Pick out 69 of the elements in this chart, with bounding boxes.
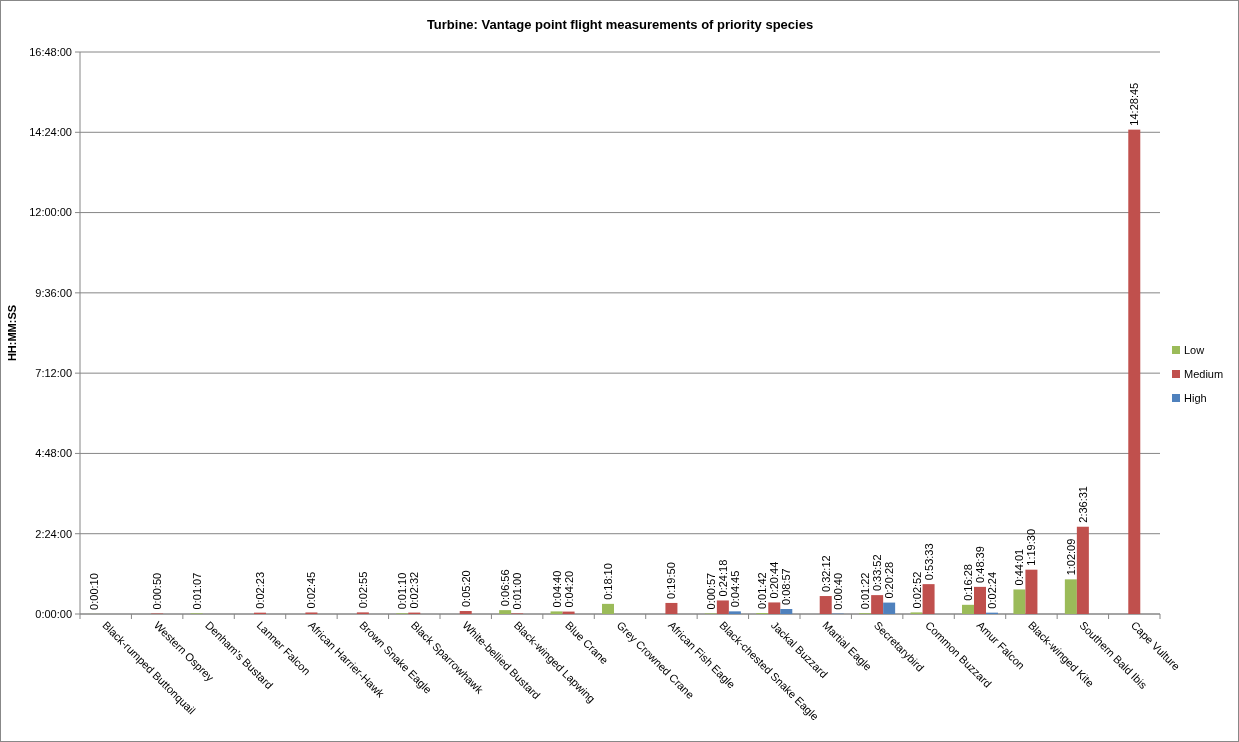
data-label: 0:33:52 bbox=[871, 554, 884, 592]
data-label: 0:16:28 bbox=[962, 564, 974, 601]
y-tick-label: 2:24:00 bbox=[35, 527, 72, 540]
y-tick-label: 4:48:00 bbox=[35, 447, 72, 460]
y-tick-label: 7:12:00 bbox=[35, 366, 72, 379]
bar bbox=[780, 609, 793, 614]
bar bbox=[602, 603, 614, 614]
data-label: 0:32:12 bbox=[819, 555, 832, 593]
data-label: 0:02:24 bbox=[986, 571, 998, 609]
data-label: 0:02:32 bbox=[408, 571, 421, 609]
data-label: 0:06:56 bbox=[499, 569, 512, 607]
bar bbox=[728, 611, 741, 614]
legend-label: High bbox=[1184, 391, 1207, 404]
data-label: 2:36:31 bbox=[1076, 486, 1089, 523]
y-tick-label: 16:48:00 bbox=[29, 45, 72, 58]
bar bbox=[459, 611, 472, 614]
bar bbox=[550, 611, 563, 614]
bar bbox=[1128, 129, 1141, 614]
bar bbox=[1025, 569, 1038, 614]
bar bbox=[974, 586, 986, 614]
y-tick-label: 12:00:00 bbox=[29, 206, 72, 219]
legend-label: Low bbox=[1184, 343, 1205, 356]
data-label: 0:08:57 bbox=[780, 568, 793, 606]
data-label: 0:18:10 bbox=[602, 563, 614, 600]
data-label: 0:02:23 bbox=[254, 571, 266, 609]
data-label: 14:28:45 bbox=[1128, 82, 1141, 126]
chart-title: Turbine: Vantage point flight measurements of priority species bbox=[426, 17, 814, 32]
data-label: 0:19:50 bbox=[665, 562, 678, 599]
data-label: 0:00:50 bbox=[151, 572, 164, 610]
bar bbox=[883, 602, 896, 614]
data-label: 0:00:40 bbox=[831, 572, 844, 610]
data-label: 0:02:45 bbox=[305, 571, 318, 609]
bar bbox=[1076, 526, 1089, 614]
y-tick-label: 0:00:00 bbox=[35, 607, 72, 620]
bar bbox=[1013, 589, 1026, 614]
bar bbox=[871, 595, 884, 614]
y-tick-label: 9:36:00 bbox=[35, 286, 72, 299]
data-label: 0:53:33 bbox=[922, 543, 935, 581]
bar bbox=[768, 602, 781, 614]
data-label: 1:02:09 bbox=[1064, 538, 1077, 576]
data-label: 0:01:07 bbox=[190, 572, 203, 610]
data-label: 0:01:00 bbox=[511, 572, 524, 610]
bar bbox=[665, 602, 678, 614]
data-label: 0:44:01 bbox=[1013, 548, 1026, 586]
y-tick-label: 14:24:00 bbox=[29, 126, 72, 139]
bar bbox=[1064, 579, 1077, 614]
data-label: 0:04:45 bbox=[728, 570, 741, 608]
data-label: 0:48:39 bbox=[974, 546, 986, 583]
bar bbox=[819, 596, 832, 614]
data-label: 0:20:44 bbox=[768, 561, 781, 599]
bar bbox=[716, 600, 729, 614]
data-label: 0:02:52 bbox=[910, 571, 923, 609]
data-label: 0:01:10 bbox=[396, 572, 409, 610]
data-label: 0:01:22 bbox=[859, 572, 872, 610]
legend-label: Medium bbox=[1184, 367, 1224, 380]
data-label: 0:04:20 bbox=[562, 570, 575, 608]
data-label: 0:00:10 bbox=[87, 573, 100, 610]
y-axis-title: HH:MM:SS bbox=[6, 304, 18, 362]
data-label: 0:02:55 bbox=[356, 571, 369, 609]
data-label: 0:05:20 bbox=[459, 570, 472, 608]
data-label: 0:20:28 bbox=[883, 561, 896, 599]
data-label: 0:00:57 bbox=[704, 572, 717, 610]
data-label: 1:19:30 bbox=[1025, 528, 1038, 566]
data-label: 0:24:18 bbox=[716, 559, 729, 597]
bar bbox=[499, 610, 512, 614]
data-label: 0:01:42 bbox=[756, 572, 769, 610]
bar bbox=[922, 584, 935, 614]
data-label: 0:04:40 bbox=[550, 570, 563, 608]
bar bbox=[962, 604, 974, 614]
